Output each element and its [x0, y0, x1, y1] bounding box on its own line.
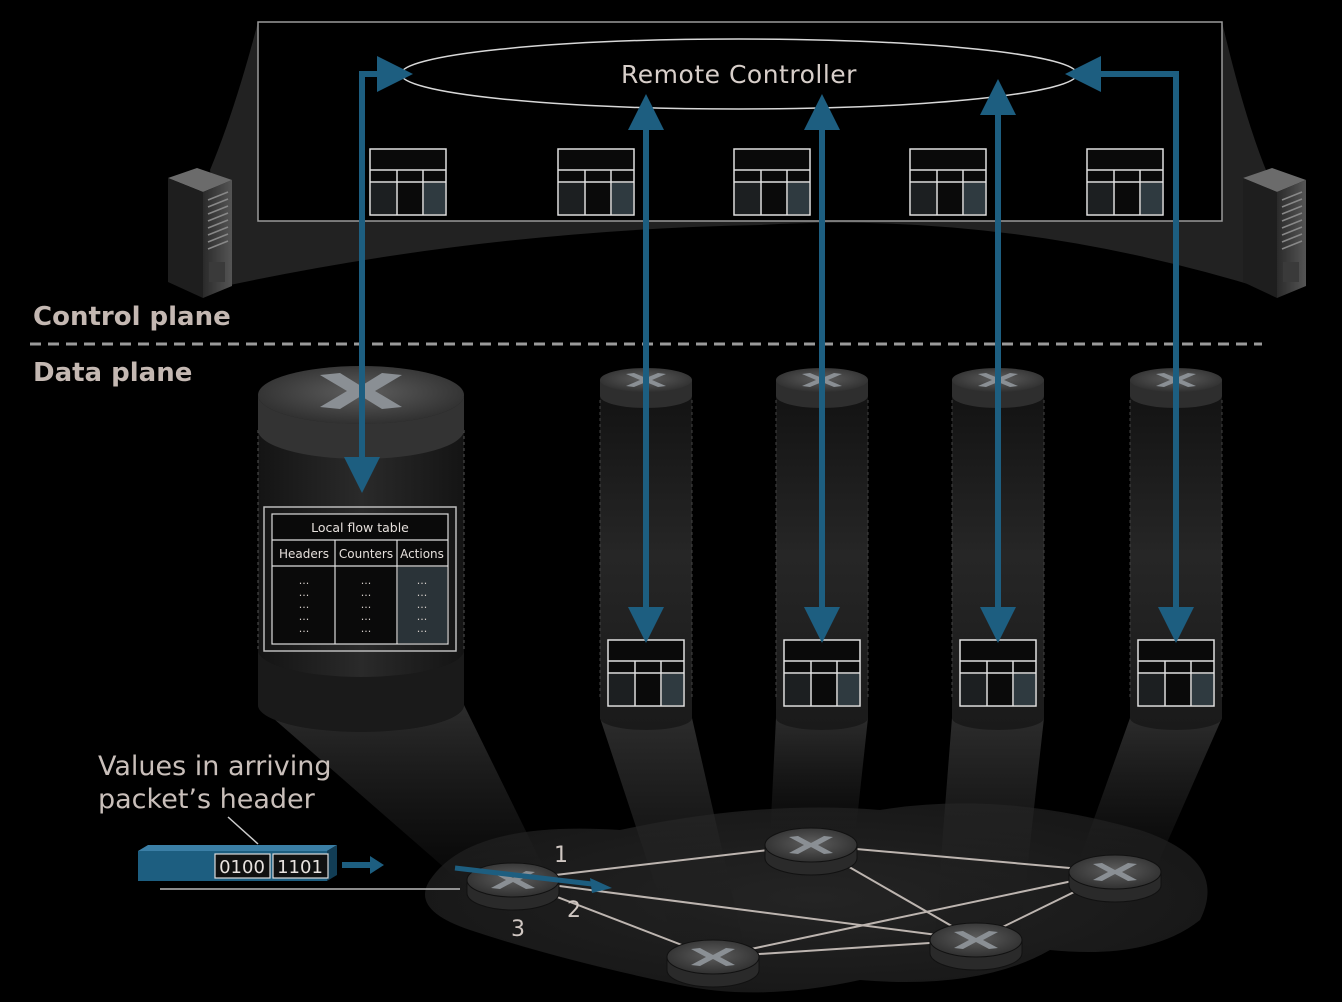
flow-table-cell: ... — [299, 610, 310, 623]
flow-table-cell: ... — [361, 598, 372, 611]
packet-forward-arrow — [454, 865, 593, 887]
port-2-label: 2 — [567, 898, 581, 923]
control-link-5 — [1065, 56, 1194, 643]
network-switch-5 — [1068, 854, 1162, 903]
flow-table-cell: ... — [417, 574, 428, 587]
spotlight-3 — [770, 718, 868, 840]
flow-table-cell: ... — [361, 574, 372, 587]
control-link-1 — [344, 56, 413, 493]
server-rack-icon — [1243, 168, 1306, 298]
remote-controller-label: Remote Controller — [621, 60, 857, 89]
packet-bits-2: 1101 — [277, 857, 323, 878]
switch-spotlights — [258, 705, 1222, 960]
flow-table-cell: ... — [417, 598, 428, 611]
local-flow-table: Local flow table Headers Counters Action… — [263, 506, 457, 652]
spotlight-1 — [258, 705, 545, 890]
flow-table-cell: ... — [361, 622, 372, 635]
spotlight-5 — [1075, 718, 1222, 872]
network-switch-3 — [666, 939, 760, 988]
data-plane-switch-columns — [599, 368, 1223, 730]
switch-x-icon — [954, 931, 998, 949]
switch-x-icon — [691, 948, 735, 966]
controller-table-3 — [733, 148, 811, 216]
packet-caption-line2: packet’s header — [98, 784, 316, 815]
arriving-packet: 0100 1101 — [138, 845, 384, 881]
flow-table-cell: ... — [361, 610, 372, 623]
server-rack-icon — [168, 168, 232, 298]
switch-column-4 — [951, 368, 1045, 730]
flow-table-header-counters: Counters — [339, 547, 393, 561]
controller-table-5 — [1086, 148, 1164, 216]
packet-bits-1: 0100 — [219, 857, 265, 878]
packet-caption-line1: Values in arriving — [98, 751, 332, 782]
flow-table-cell: ... — [299, 598, 310, 611]
switch-flow-table-4 — [959, 639, 1037, 707]
switch-x-icon — [1093, 863, 1137, 881]
flow-table-cell: ... — [417, 610, 428, 623]
flow-table-header-headers: Headers — [279, 547, 329, 561]
switch-flow-table-2 — [607, 639, 685, 707]
network-switch-2 — [764, 827, 858, 876]
controller-table-4 — [909, 148, 987, 216]
flow-table-cell: ... — [417, 586, 428, 599]
controller-table-1 — [369, 148, 447, 216]
flow-table-title: Local flow table — [311, 520, 409, 535]
flow-table-cell: ... — [299, 574, 310, 587]
network-switch-4 — [929, 922, 1023, 971]
network-switches — [466, 827, 1162, 988]
control-plane-label: Control plane — [33, 302, 231, 332]
flow-table-cell: ... — [299, 586, 310, 599]
port-1-label: 1 — [554, 843, 568, 868]
flow-table-cell: ... — [417, 622, 428, 635]
spotlight-4 — [935, 718, 1044, 935]
flow-table-header-actions: Actions — [400, 547, 444, 561]
callout-leader — [227, 816, 259, 845]
flow-table-cell: ... — [299, 622, 310, 635]
port-3-label: 3 — [511, 917, 525, 942]
spotlight-2 — [600, 718, 745, 960]
switch-x-icon — [789, 836, 833, 854]
controller-table-2 — [557, 148, 635, 216]
data-plane-label: Data plane — [33, 358, 192, 388]
control-links — [344, 56, 1194, 643]
switch-flow-table-5 — [1137, 639, 1215, 707]
flow-table-cell: ... — [361, 586, 372, 599]
switch-flow-table-3 — [783, 639, 861, 707]
